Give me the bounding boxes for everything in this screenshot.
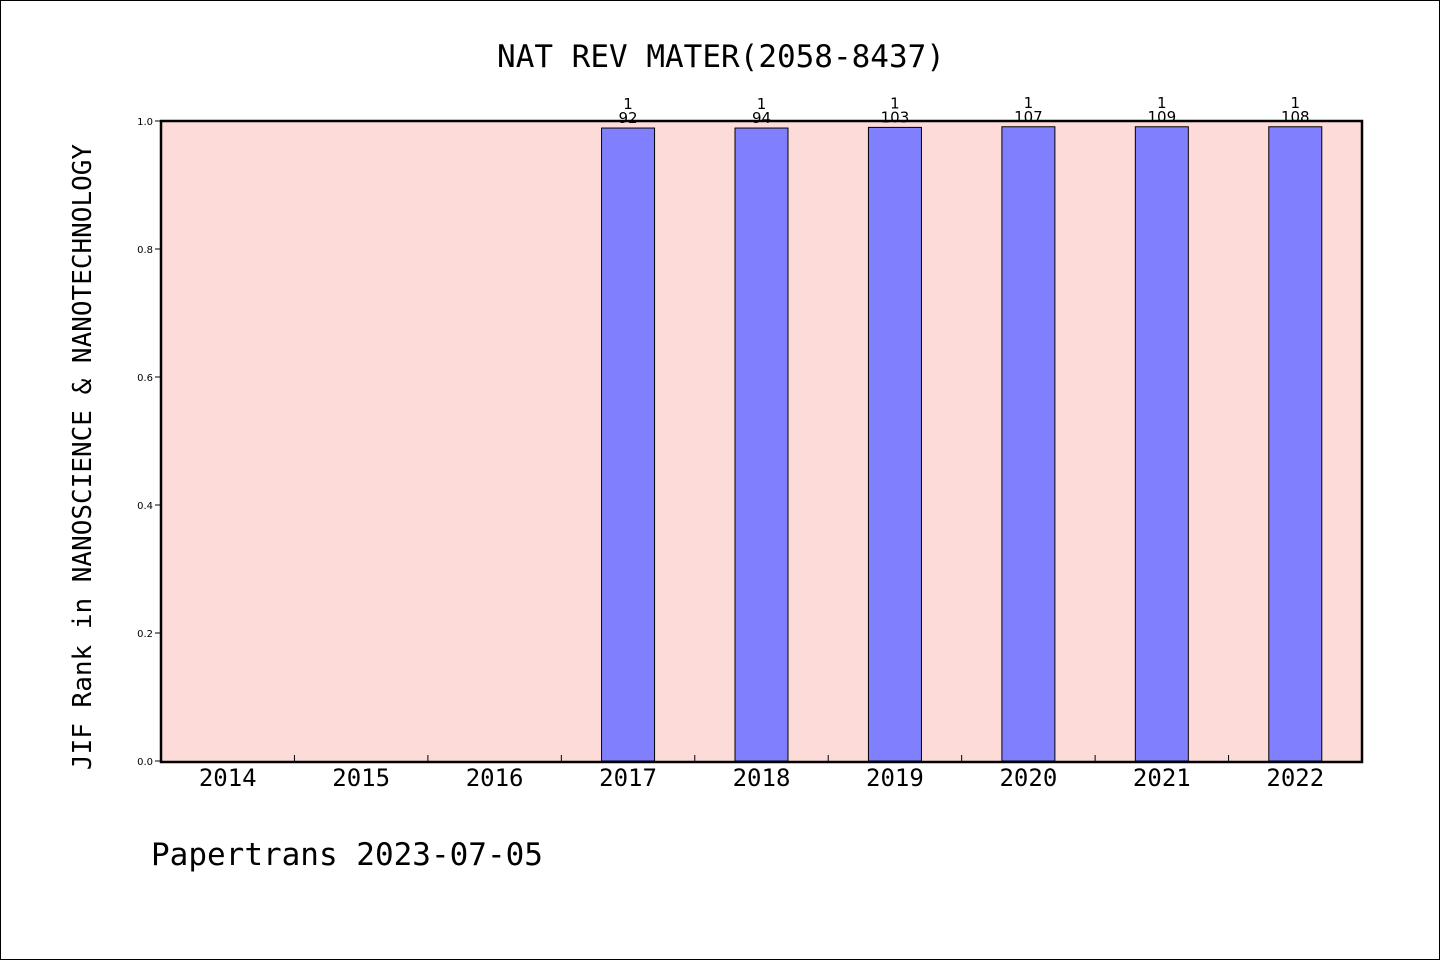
- bar-label-total: 103: [881, 108, 910, 126]
- x-axis: 2014 2015 2016 2017 2018 2019 2020 2021 2022: [199, 755, 1324, 792]
- chart-title: NAT REV MATER(2058-8437): [497, 39, 945, 75]
- x-tick-label: 2016: [466, 764, 524, 792]
- bar: [867, 126, 922, 762]
- x-tick-label: 2022: [1266, 764, 1324, 792]
- x-tick-label: 2019: [866, 764, 924, 792]
- bar: [1268, 126, 1323, 762]
- bar-label-rank: 1: [757, 95, 767, 113]
- x-tick-label: 2014: [199, 764, 257, 792]
- x-tick-label: 2021: [1133, 764, 1191, 792]
- bar-label-rank: 1: [1291, 94, 1301, 112]
- bar: [734, 127, 789, 762]
- bar-label-total: 107: [1014, 108, 1043, 126]
- y-tick-label: 0.4: [137, 501, 153, 512]
- bar: [1134, 126, 1189, 762]
- bar: [601, 127, 656, 762]
- y-tick-label: 0.8: [137, 245, 153, 256]
- plot-border: [159, 119, 1364, 764]
- bar-label-rank: 1: [1157, 94, 1167, 112]
- x-tick-label: 2017: [599, 764, 657, 792]
- x-tick-label: 2015: [332, 764, 390, 792]
- y-tick-label: 1.0: [137, 117, 153, 128]
- y-axis-label: JIF Rank in NANOSCIENCE & NANOTECHNOLOGY: [68, 144, 98, 770]
- footer-credit: Papertrans 2023-07-05: [151, 837, 543, 873]
- x-tick-label: 2018: [733, 764, 791, 792]
- bar-label-total: 109: [1148, 108, 1177, 126]
- bar: [1001, 126, 1056, 762]
- y-tick-label: 0.6: [137, 373, 153, 384]
- bar-label-total: 94: [752, 109, 771, 127]
- y-tick-label: 0.2: [137, 629, 153, 640]
- x-tick-label: 2020: [999, 764, 1057, 792]
- bar-label-rank: 1: [1024, 94, 1034, 112]
- y-tick-label: 0.0: [137, 757, 153, 768]
- bar-label-total: 92: [619, 109, 638, 127]
- y-axis: 0.0 0.2 0.4 0.6 0.8 1.0: [137, 117, 161, 768]
- bar-label-rank: 1: [623, 95, 633, 113]
- bar-label-total: 108: [1281, 108, 1310, 126]
- bar-label-rank: 1: [890, 94, 900, 112]
